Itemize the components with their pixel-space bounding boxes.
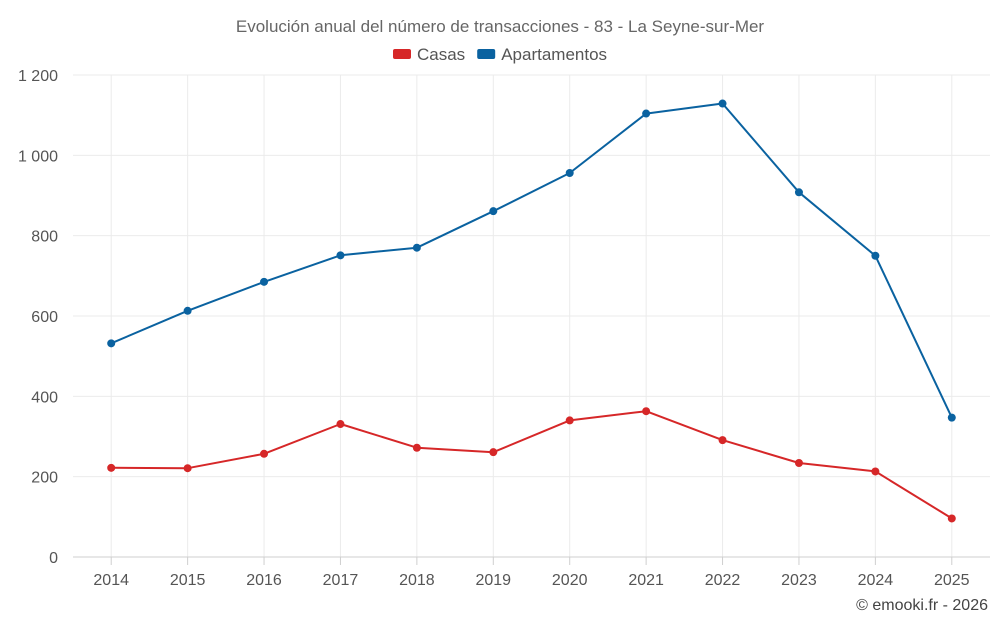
data-point-apartamentos [183, 306, 192, 315]
legend: Casas Apartamentos [393, 45, 607, 64]
data-point-apartamentos [336, 251, 345, 260]
x-tick-label: 2022 [705, 572, 741, 589]
x-tick-label: 2015 [170, 572, 206, 589]
data-point-casas [412, 443, 421, 452]
series-layer [107, 99, 956, 523]
legend-label: Apartamentos [501, 45, 607, 64]
data-point-casas [794, 459, 803, 468]
data-point-casas [642, 407, 651, 416]
data-point-apartamentos [412, 243, 421, 252]
data-point-apartamentos [794, 188, 803, 197]
data-point-casas [871, 467, 880, 476]
data-point-casas [260, 449, 269, 458]
x-tick-label: 2024 [858, 572, 894, 589]
data-point-apartamentos [565, 169, 574, 178]
data-point-apartamentos [260, 277, 269, 286]
chart-title: Evolución anual del número de transaccio… [236, 17, 765, 36]
y-tick-label: 1 000 [18, 148, 58, 165]
data-point-apartamentos [718, 99, 727, 108]
y-tick-label: 400 [31, 389, 58, 406]
legend-swatch [477, 49, 496, 59]
y-tick-label: 800 [31, 229, 58, 246]
series-line-casas [111, 410, 953, 520]
x-tick-label: 2016 [246, 572, 282, 589]
series-line-apartamentos [110, 102, 953, 419]
data-point-apartamentos [107, 339, 116, 348]
legend-swatch [393, 49, 411, 59]
x-tick-label: 2017 [323, 572, 359, 589]
x-tick-label: 2025 [934, 572, 970, 589]
data-point-casas [947, 514, 956, 523]
data-point-casas [718, 436, 727, 445]
credit-text: © emooki.fr - 2026 [856, 597, 988, 614]
data-point-apartamentos [871, 251, 880, 260]
data-point-apartamentos [947, 413, 956, 422]
data-point-casas [107, 463, 116, 472]
x-tick-label: 2014 [93, 572, 129, 589]
data-point-apartamentos [642, 109, 651, 118]
data-point-casas [489, 448, 498, 457]
data-point-casas [565, 416, 574, 425]
x-tick-label: 2018 [399, 572, 435, 589]
x-tick-label: 2020 [552, 572, 588, 589]
data-point-casas [183, 464, 192, 473]
y-tick-label: 0 [49, 550, 58, 567]
axes: 0 200 400 600 800 1 000 1 200 2014 2015 2016 2017 2… [18, 68, 990, 589]
data-point-apartamentos [489, 207, 498, 216]
y-tick-label: 600 [31, 309, 58, 326]
x-tick-label: 2021 [628, 572, 664, 589]
data-point-casas [336, 420, 345, 429]
y-tick-label: 1 200 [18, 68, 58, 85]
x-tick-label: 2019 [475, 572, 511, 589]
grid [73, 74, 990, 557]
legend-label: Casas [417, 45, 465, 64]
x-tick-label: 2023 [781, 572, 817, 589]
legend-item-casas: Casas [393, 45, 465, 64]
legend-item-apartamentos: Apartamentos [477, 45, 607, 64]
y-tick-label: 200 [31, 470, 58, 487]
